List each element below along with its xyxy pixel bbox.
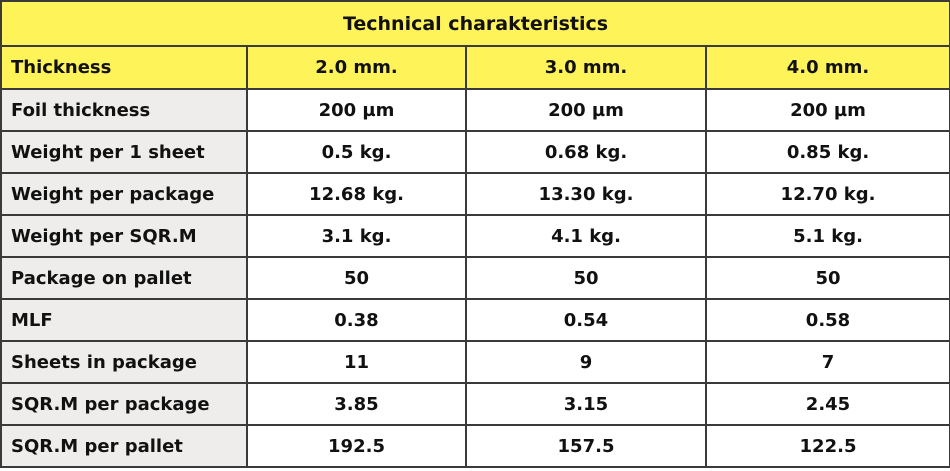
header-row: Thickness 2.0 mm. 3.0 mm. 4.0 mm. bbox=[0, 45, 950, 90]
row-label: SQR.M per package bbox=[0, 382, 248, 426]
row-label: Sheets in package bbox=[0, 340, 248, 384]
data-row: MLF 0.38 0.54 0.58 bbox=[0, 298, 950, 342]
data-row: Weight per 1 sheet 0.5 kg. 0.68 kg. 0.85 kg… bbox=[0, 130, 950, 174]
data-cell: 12.68 kg. bbox=[246, 172, 467, 216]
data-cell: 50 bbox=[246, 256, 467, 300]
row-label: Package on pallet bbox=[0, 256, 248, 300]
data-cell: 200 µm bbox=[465, 88, 707, 132]
data-row: Sheets in package 11 9 7 bbox=[0, 340, 950, 384]
title-row: Technical charakteristics bbox=[0, 0, 950, 47]
data-cell: 0.68 kg. bbox=[465, 130, 707, 174]
data-cell: 0.58 bbox=[704, 298, 950, 342]
row-label: MLF bbox=[0, 298, 248, 342]
header-cell: Thickness bbox=[0, 45, 248, 90]
data-row: Foil thickness 200 µm 200 µm 200 µm bbox=[0, 88, 950, 132]
data-row: Weight per package 12.68 kg. 13.30 kg. 12.7… bbox=[0, 172, 950, 216]
data-cell: 157.5 bbox=[465, 424, 707, 468]
data-cell: 7 bbox=[704, 340, 950, 384]
data-cell: 0.5 kg. bbox=[246, 130, 467, 174]
table-title: Technical charakteristics bbox=[0, 0, 950, 47]
data-cell: 0.85 kg. bbox=[704, 130, 950, 174]
data-cell: 4.1 kg. bbox=[465, 214, 707, 258]
data-row: SQR.M per pallet 192.5 157.5 122.5 bbox=[0, 424, 950, 468]
data-row: SQR.M per package 3.85 3.15 2.45 bbox=[0, 382, 950, 426]
data-cell: 50 bbox=[704, 256, 950, 300]
data-cell: 3.15 bbox=[465, 382, 707, 426]
data-cell: 0.54 bbox=[465, 298, 707, 342]
data-cell: 9 bbox=[465, 340, 707, 384]
row-label: SQR.M per pallet bbox=[0, 424, 248, 468]
data-row: Package on pallet 50 50 50 bbox=[0, 256, 950, 300]
data-cell: 0.38 bbox=[246, 298, 467, 342]
data-cell: 5.1 kg. bbox=[704, 214, 950, 258]
header-cell: 3.0 mm. bbox=[465, 45, 707, 90]
data-cell: 200 µm bbox=[704, 88, 950, 132]
row-label: Weight per SQR.M bbox=[0, 214, 248, 258]
data-cell: 3.85 bbox=[246, 382, 467, 426]
row-label: Foil thickness bbox=[0, 88, 248, 132]
data-cell: 3.1 kg. bbox=[246, 214, 467, 258]
header-cell: 2.0 mm. bbox=[246, 45, 467, 90]
data-cell: 2.45 bbox=[704, 382, 950, 426]
data-cell: 12.70 kg. bbox=[704, 172, 950, 216]
data-cell: 200 µm bbox=[246, 88, 467, 132]
row-label: Weight per 1 sheet bbox=[0, 130, 248, 174]
data-cell: 13.30 kg. bbox=[465, 172, 707, 216]
data-cell: 192.5 bbox=[246, 424, 467, 468]
data-cell: 50 bbox=[465, 256, 707, 300]
header-cell: 4.0 mm. bbox=[704, 45, 950, 90]
row-label: Weight per package bbox=[0, 172, 248, 216]
data-row: Weight per SQR.M 3.1 kg. 4.1 kg. 5.1 kg. bbox=[0, 214, 950, 258]
data-cell: 122.5 bbox=[704, 424, 950, 468]
data-cell: 11 bbox=[246, 340, 467, 384]
